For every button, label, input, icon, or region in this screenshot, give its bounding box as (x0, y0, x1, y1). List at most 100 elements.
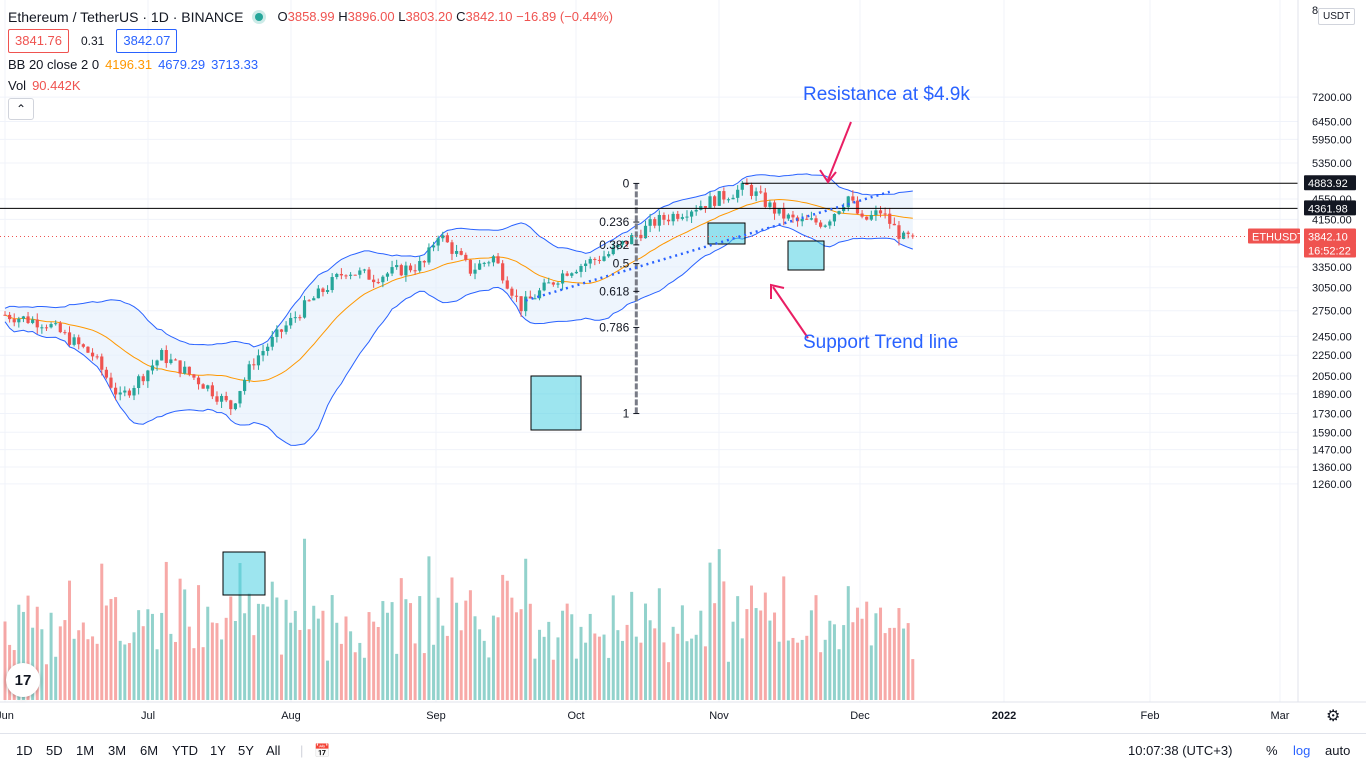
candle-body (100, 356, 104, 370)
volume-bar (450, 577, 454, 700)
volume-bar (648, 620, 652, 700)
volume-indicator-label[interactable]: Vol (8, 78, 27, 93)
candle-body (630, 235, 634, 245)
candle-body (21, 316, 26, 319)
volume-bar (519, 609, 523, 700)
volume-bar (482, 640, 486, 700)
currency-label[interactable]: USDT (1318, 8, 1356, 25)
volume-bar (100, 563, 104, 700)
volume-bar (593, 633, 597, 700)
candle-body (302, 300, 307, 318)
bb-upper-value: 4679.29 (158, 57, 206, 72)
volume-bar (187, 626, 191, 700)
candle-body (611, 247, 615, 255)
candle-body (837, 211, 841, 214)
sell-price-button[interactable]: 3841.76 (8, 29, 69, 53)
ohlc-values: O3858.99 H3896.00 L3803.20 C3842.10 −16.… (277, 9, 613, 24)
price-tick-label: 6450.00 (1312, 117, 1352, 129)
candle-body (293, 317, 297, 319)
chart-canvas[interactable]: 0 0.236 0.382 0.5 0.618 0.786 1 8 7200.00 6450.00… (0, 0, 1366, 733)
volume-bar (671, 626, 675, 700)
volume-bar (17, 604, 21, 700)
volume-bar (510, 597, 514, 700)
volume-bar (837, 649, 841, 700)
candle-body (266, 346, 270, 352)
volume-bar (422, 653, 426, 700)
timeframe-1m-button[interactable]: 1M (76, 743, 95, 758)
percent-scale-button[interactable]: % (1266, 743, 1278, 758)
price-tick-label: 1890.00 (1312, 389, 1352, 401)
bb-band-fill (5, 173, 913, 446)
log-scale-button[interactable]: log (1293, 743, 1311, 758)
candle-body (77, 337, 81, 345)
volume-bar (726, 661, 730, 700)
timeframe-6m-button[interactable]: 6M (140, 743, 159, 758)
bb-upper-line (4, 173, 913, 348)
candle-body (524, 296, 528, 312)
volume-bar (505, 580, 509, 700)
clock-label[interactable]: 10:07:38 (UTC+3) (1128, 743, 1233, 758)
price-tick-label: 2250.00 (1312, 350, 1352, 362)
candle-body (496, 256, 500, 264)
candle-body (339, 273, 343, 276)
volume-bar (178, 578, 182, 700)
symbol-title[interactable]: Ethereum / TetherUS · 1D · BINANCE (8, 9, 244, 25)
highlight-box (222, 551, 266, 596)
gear-icon[interactable]: ⚙ (1326, 708, 1341, 725)
volume-bar (487, 657, 491, 700)
volume-bar (335, 622, 339, 700)
candle-body (625, 241, 629, 245)
candle-body (17, 318, 21, 323)
volume-bar (372, 621, 376, 700)
candle-body (597, 259, 602, 261)
buy-price-button[interactable]: 3842.07 (116, 29, 178, 53)
candle-body (113, 387, 118, 395)
timeframe-5d-button[interactable]: 5D (46, 743, 63, 758)
candle-body (173, 359, 178, 361)
candle-body (44, 327, 49, 329)
chevron-up-icon[interactable]: ⌃ (8, 98, 34, 120)
chart-legend: Ethereum / TetherUS · 1D · BINANCE O3858… (8, 8, 613, 123)
volume-bar (533, 658, 537, 700)
candle-body (874, 210, 878, 215)
volume-bar (819, 652, 823, 700)
candle-body (31, 319, 35, 323)
volume-bar (316, 618, 320, 700)
candle-body (906, 232, 910, 234)
candle-body (533, 298, 537, 300)
price-tick-label: 1730.00 (1312, 409, 1352, 421)
volume-bar (210, 622, 214, 700)
volume-bar (436, 597, 440, 700)
volume-bar (298, 629, 302, 700)
timeframe-ytd-button[interactable]: YTD (172, 743, 198, 758)
volume-bar (745, 609, 749, 700)
timeframe-all-button[interactable]: All (266, 743, 281, 758)
volume-bar (855, 607, 859, 700)
volume-bar (602, 634, 606, 700)
timeframe-1d-button[interactable]: 1D (16, 743, 33, 758)
candle-body (860, 213, 864, 217)
candle-body (298, 317, 302, 319)
timeframe-5y-button[interactable]: 5Y (238, 743, 254, 758)
calendar-range-icon[interactable]: 📅 (314, 743, 331, 758)
volume-bar (229, 596, 233, 700)
volume-bar (869, 645, 873, 700)
volume-bar (759, 610, 763, 700)
tradingview-logo-icon[interactable]: 17 (6, 663, 40, 697)
candle-body (3, 314, 7, 316)
volume-bar (736, 596, 740, 700)
bb-indicator-label[interactable]: BB 20 close 2 0 (8, 57, 100, 72)
volume-bar (708, 562, 712, 700)
timeframe-1y-button[interactable]: 1Y (210, 743, 226, 758)
volume-bar (883, 633, 887, 700)
volume-bar (473, 616, 477, 700)
candle-body (855, 200, 860, 214)
volume-bar (358, 642, 362, 700)
volume-bar (160, 612, 164, 700)
auto-scale-button[interactable]: auto (1325, 743, 1351, 758)
volume-bar (104, 605, 108, 700)
volume-bar (749, 585, 753, 700)
volume-bar (620, 640, 624, 700)
time-tick-label: Feb (1141, 710, 1160, 722)
timeframe-3m-button[interactable]: 3M (108, 743, 127, 758)
